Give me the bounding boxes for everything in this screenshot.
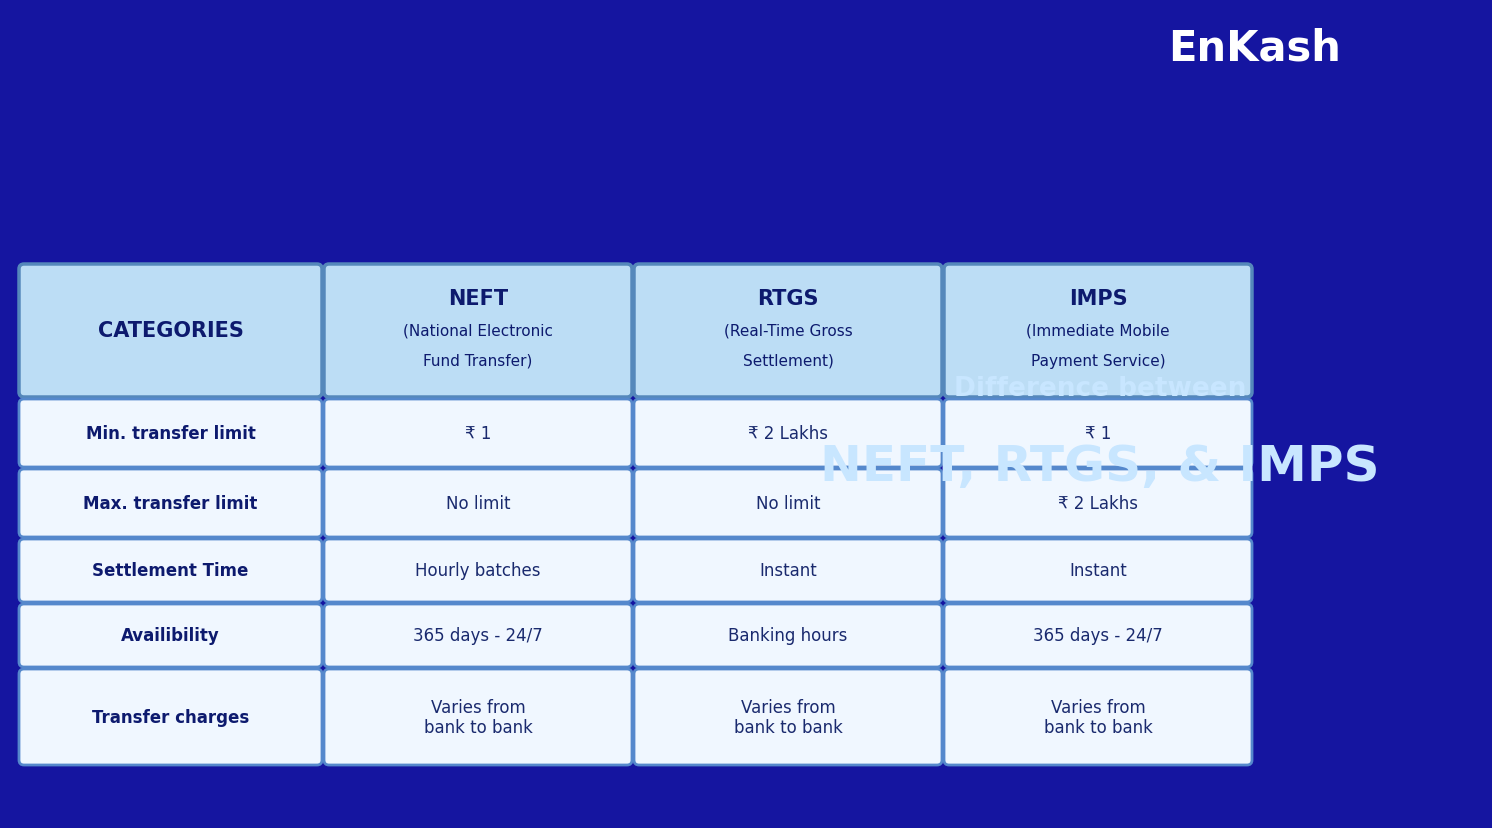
Text: Banking hours: Banking hours [728,627,847,645]
Text: Payment Service): Payment Service) [1031,354,1165,368]
FancyBboxPatch shape [324,539,633,602]
Text: CATEGORIES: CATEGORIES [97,321,243,341]
Text: No limit: No limit [446,494,510,513]
Text: Transfer charges: Transfer charges [93,708,249,726]
FancyBboxPatch shape [324,265,633,397]
Text: (Immediate Mobile: (Immediate Mobile [1026,324,1170,339]
FancyBboxPatch shape [944,539,1252,602]
Text: Varies from
bank to bank: Varies from bank to bank [1043,698,1152,737]
Text: Varies from
bank to bank: Varies from bank to bank [424,698,533,737]
Text: Varies from
bank to bank: Varies from bank to bank [734,698,843,737]
Text: No limit: No limit [756,494,821,513]
FancyBboxPatch shape [19,669,322,765]
FancyBboxPatch shape [19,539,322,602]
Text: Settlement): Settlement) [743,354,834,368]
Text: Hourly batches: Hourly batches [415,562,540,580]
Text: ₹ 1: ₹ 1 [1085,425,1112,442]
FancyBboxPatch shape [634,669,941,765]
Text: (National Electronic: (National Electronic [403,324,554,339]
Text: Fund Transfer): Fund Transfer) [424,354,533,368]
Text: NEFT: NEFT [448,289,509,309]
FancyBboxPatch shape [944,265,1252,397]
FancyBboxPatch shape [19,265,322,397]
FancyBboxPatch shape [634,400,941,468]
Text: Settlement Time: Settlement Time [93,562,249,580]
FancyBboxPatch shape [634,539,941,602]
Text: IMPS: IMPS [1068,289,1128,309]
Text: ₹ 2 Lakhs: ₹ 2 Lakhs [1058,494,1138,513]
FancyBboxPatch shape [944,400,1252,468]
Text: Max. transfer limit: Max. transfer limit [84,494,258,513]
FancyBboxPatch shape [19,400,322,468]
FancyBboxPatch shape [634,604,941,667]
Text: ₹ 2 Lakhs: ₹ 2 Lakhs [747,425,828,442]
Text: Difference between: Difference between [953,376,1246,402]
FancyBboxPatch shape [19,469,322,537]
Text: ₹ 1: ₹ 1 [466,425,491,442]
Text: Instant: Instant [1070,562,1126,580]
FancyBboxPatch shape [944,669,1252,765]
FancyBboxPatch shape [634,469,941,537]
FancyBboxPatch shape [19,604,322,667]
Text: 365 days - 24/7: 365 days - 24/7 [1032,627,1162,645]
FancyBboxPatch shape [634,265,941,397]
FancyBboxPatch shape [324,400,633,468]
Text: RTGS: RTGS [758,289,819,309]
Text: Instant: Instant [759,562,818,580]
FancyBboxPatch shape [324,604,633,667]
Text: EnKash: EnKash [1168,28,1341,70]
FancyBboxPatch shape [324,669,633,765]
Text: NEFT, RTGS, & IMPS: NEFT, RTGS, & IMPS [821,442,1380,490]
Text: Availibility: Availibility [121,627,219,645]
Text: Min. transfer limit: Min. transfer limit [85,425,255,442]
Text: (Real-Time Gross: (Real-Time Gross [724,324,852,339]
FancyBboxPatch shape [944,469,1252,537]
Text: 365 days - 24/7: 365 days - 24/7 [413,627,543,645]
FancyBboxPatch shape [944,604,1252,667]
FancyBboxPatch shape [324,469,633,537]
